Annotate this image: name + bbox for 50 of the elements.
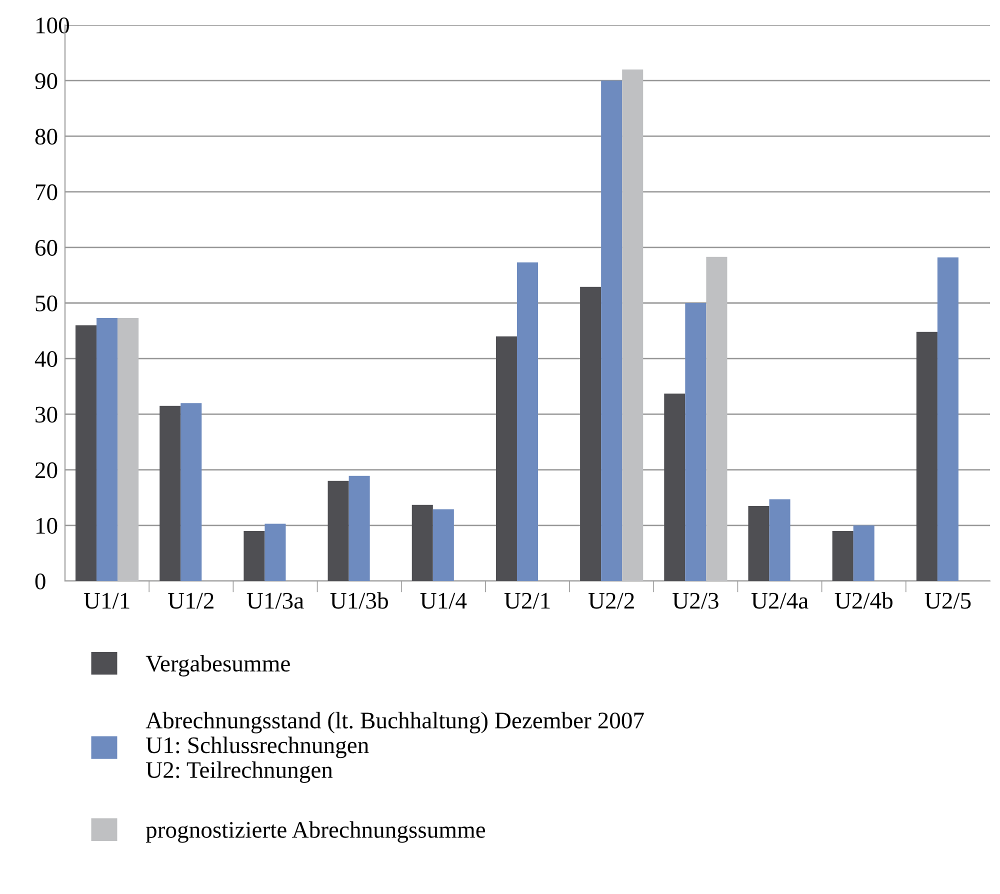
bar (622, 69, 644, 581)
y-tick-label: 50 (36, 295, 58, 312)
bar (580, 286, 602, 581)
bar (264, 524, 286, 581)
x-tick-label: U1/3b (330, 592, 388, 609)
x-tick-label: U2/4b (834, 592, 892, 609)
bar (118, 318, 139, 581)
bar (706, 256, 728, 581)
y-tick-label: 90 (35, 73, 58, 90)
y-tick-label: 30 (36, 406, 58, 423)
bar (348, 476, 370, 581)
bar (180, 403, 202, 581)
bar (601, 80, 622, 581)
bar (769, 499, 790, 581)
bar (937, 257, 958, 581)
bar (748, 506, 770, 581)
y-tick-label: 20 (35, 462, 58, 478)
legend-label: prognostizierte Abrechnungssumme (146, 821, 486, 843)
bar (685, 303, 706, 581)
x-tick-label: U2/3 (672, 592, 718, 609)
x-tick-label: U2/4a (751, 592, 808, 609)
y-tick-label: 100 (36, 17, 69, 34)
y-tick-label: 40 (34, 351, 58, 368)
y-tick-label: 70 (36, 184, 58, 200)
x-tick-label: U1/4 (420, 592, 467, 609)
bar (160, 406, 181, 581)
bar (664, 394, 686, 581)
x-tick-label: U1/2 (168, 592, 214, 609)
x-tick-label: U2/1 (504, 592, 550, 609)
x-tick-label: U1/3a (246, 592, 304, 609)
bar (76, 325, 97, 581)
bar (244, 530, 265, 581)
legend-label: Abrechnungsstand (lt. Buchhaltung) Dezember 2007 U1: Schlussrechnungen U2: Teilrechnungen (146, 712, 644, 783)
y-tick-label: 10 (36, 518, 58, 534)
y-tick-label: 80 (35, 128, 58, 145)
x-tick-label: U1/1 (84, 592, 130, 609)
bar (832, 530, 854, 581)
x-tick-label: U2/2 (588, 592, 634, 609)
legend-label: Vergabesumme (146, 654, 290, 676)
bar (916, 332, 938, 581)
bar (412, 504, 433, 581)
x-tick-label: U2/5 (924, 592, 971, 609)
y-tick-label: 0 (35, 573, 46, 590)
bar (496, 336, 517, 581)
bar (516, 262, 538, 581)
bar (432, 509, 454, 581)
bar (96, 318, 118, 581)
bar (853, 525, 874, 581)
bar (328, 480, 349, 581)
y-tick-label: 60 (35, 240, 58, 256)
